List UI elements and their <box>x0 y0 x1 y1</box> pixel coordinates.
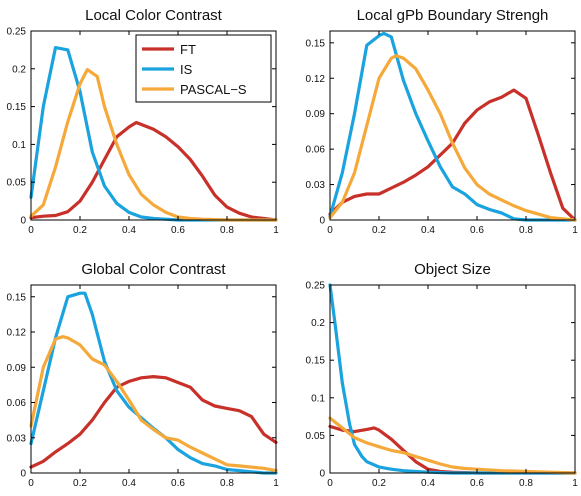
series-line-ft <box>328 88 577 222</box>
y-tick-label: 0 <box>20 469 26 480</box>
chart-title: Object Size <box>414 261 491 278</box>
x-tick-label: 0.4 <box>122 225 136 236</box>
y-tick-label: 0.1 <box>12 140 26 151</box>
y-tick-label: 0.2 <box>311 318 325 329</box>
x-tick-label: 0.4 <box>421 478 435 489</box>
y-tick-label: 0.1 <box>311 393 325 404</box>
legend-label: PASCAL−S <box>180 82 247 97</box>
axes-box <box>329 284 576 474</box>
x-tick-label: 0.4 <box>122 478 136 489</box>
series-line-is <box>328 283 577 475</box>
y-tick-label: 0.03 <box>7 433 27 444</box>
y-tick-label: 0.2 <box>12 64 26 75</box>
x-tick-label: 0.2 <box>372 225 386 236</box>
x-tick-label: 0.6 <box>470 225 484 236</box>
y-tick-label: 0.06 <box>7 398 27 409</box>
series-line-pascal-s <box>328 54 577 222</box>
x-tick-label: 0.8 <box>519 478 533 489</box>
x-tick-label: 0 <box>327 225 333 236</box>
y-tick-label: 0.03 <box>306 180 326 191</box>
chart-panel-2: Local gPb Boundary Strengh 0 0.2 0.4 0.6 0.8 1… <box>306 7 579 236</box>
y-tick-label: 0.15 <box>306 38 326 49</box>
chart-title: Local gPb Boundary Strengh <box>357 7 549 24</box>
x-tick-label: 0.2 <box>372 478 386 489</box>
series-line-is <box>29 291 278 475</box>
y-tick-label: 0.25 <box>7 27 27 38</box>
x-tick-label: 0.2 <box>73 225 87 236</box>
chart-title: Global Color Contrast <box>81 261 226 278</box>
axes-box <box>30 30 277 221</box>
legend-label: IS <box>180 62 193 77</box>
legend: FT IS PASCAL−S <box>135 34 272 103</box>
y-tick-label: 0 <box>319 469 325 480</box>
x-tick-label: 0 <box>28 478 34 489</box>
y-tick-label: 0.15 <box>7 102 27 113</box>
y-tick-label: 0.09 <box>7 363 27 374</box>
y-tick-label: 0.12 <box>306 74 326 85</box>
x-tick-label: 0.6 <box>171 225 185 236</box>
axes-box <box>30 284 277 474</box>
y-tick-label: 0.06 <box>306 145 326 156</box>
x-tick-label: 0.8 <box>519 225 533 236</box>
x-tick-label: 1 <box>572 478 578 489</box>
series-line-ft <box>29 375 278 469</box>
x-tick-label: 0.6 <box>171 478 185 489</box>
y-tick-label: 0.25 <box>306 281 326 292</box>
x-tick-label: 0.8 <box>220 478 234 489</box>
x-tick-label: 0.2 <box>73 478 87 489</box>
axes-box <box>329 30 576 221</box>
x-tick-label: 0 <box>327 478 333 489</box>
x-tick-label: 0.8 <box>220 225 234 236</box>
x-tick-label: 0.4 <box>421 225 435 236</box>
chart-panel-3: Global Color Contrast 0 0.2 0.4 0.6 0.8 1 0 0.03… <box>7 261 280 489</box>
x-tick-label: 0.6 <box>470 478 484 489</box>
x-tick-label: 1 <box>572 225 578 236</box>
x-tick-label: 1 <box>273 478 279 489</box>
x-tick-label: 1 <box>273 225 279 236</box>
x-tick-label: 0 <box>28 225 34 236</box>
chart-title: Local Color Contrast <box>85 7 223 24</box>
y-tick-label: 0.12 <box>7 328 27 339</box>
chart-panel-1: Local Color Contrast 0 0.2 0.4 0.6 0.8 1 0 0.05 0… <box>7 7 280 236</box>
chart-panel-4: Object Size 0 0.2 0.4 0.6 0.8 1 0 0.05 0.1 0.15 0.2… <box>306 261 579 489</box>
series-line-pascal-s <box>29 67 278 222</box>
y-tick-label: 0.05 <box>7 178 27 189</box>
y-tick-label: 0.05 <box>306 431 326 442</box>
series-line-pascal-s <box>328 416 577 475</box>
series-line-ft <box>29 120 278 222</box>
legend-label: FT <box>180 42 196 57</box>
series-line-pascal-s <box>29 335 278 473</box>
y-tick-label: 0 <box>20 216 26 227</box>
y-tick-label: 0 <box>319 216 325 227</box>
y-tick-label: 0.09 <box>306 109 326 120</box>
series-line-is <box>328 31 577 222</box>
y-tick-label: 0.15 <box>7 292 27 303</box>
y-tick-label: 0.15 <box>306 356 326 367</box>
